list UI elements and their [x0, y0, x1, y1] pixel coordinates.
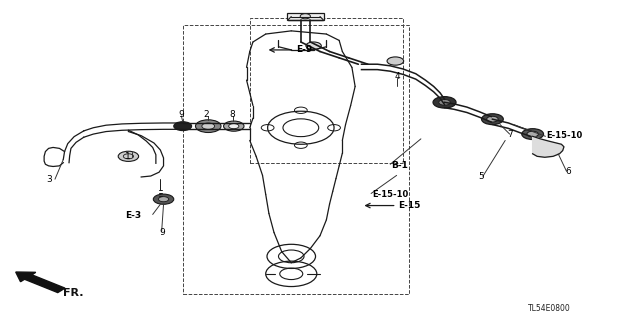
Circle shape [522, 129, 543, 139]
Circle shape [154, 194, 173, 204]
Text: 2: 2 [204, 110, 209, 119]
Text: 8: 8 [229, 110, 235, 119]
Text: 5: 5 [478, 173, 484, 182]
Text: E-9: E-9 [296, 45, 312, 55]
Text: TL54E0800: TL54E0800 [527, 304, 570, 313]
Polygon shape [532, 136, 564, 157]
Circle shape [486, 116, 498, 122]
Bar [182, 25, 410, 294]
Circle shape [195, 120, 221, 132]
Bar [287, 13, 324, 20]
Text: E-3: E-3 [125, 211, 141, 219]
Text: 1: 1 [125, 152, 131, 161]
Circle shape [223, 121, 244, 131]
Circle shape [527, 131, 538, 137]
Text: 7: 7 [507, 130, 513, 139]
Text: 4: 4 [394, 72, 400, 81]
Circle shape [118, 151, 139, 161]
Text: 9: 9 [159, 228, 165, 237]
Text: E-15-10: E-15-10 [372, 190, 408, 199]
Text: 3: 3 [47, 175, 52, 184]
Circle shape [439, 100, 451, 105]
Circle shape [202, 123, 214, 129]
Text: B-1: B-1 [392, 161, 408, 170]
FancyArrow shape [16, 272, 65, 293]
Text: FR.: FR. [63, 288, 84, 298]
Circle shape [228, 123, 239, 129]
Circle shape [433, 97, 456, 108]
Circle shape [306, 42, 321, 50]
Circle shape [300, 14, 310, 19]
Text: 9: 9 [178, 110, 184, 119]
Text: E-15: E-15 [399, 201, 421, 210]
Text: E-15-10: E-15-10 [547, 131, 583, 140]
Circle shape [387, 57, 404, 65]
Circle shape [481, 114, 503, 124]
Circle shape [173, 122, 191, 130]
Circle shape [159, 197, 169, 202]
Bar [250, 18, 403, 163]
Text: 6: 6 [565, 167, 571, 176]
